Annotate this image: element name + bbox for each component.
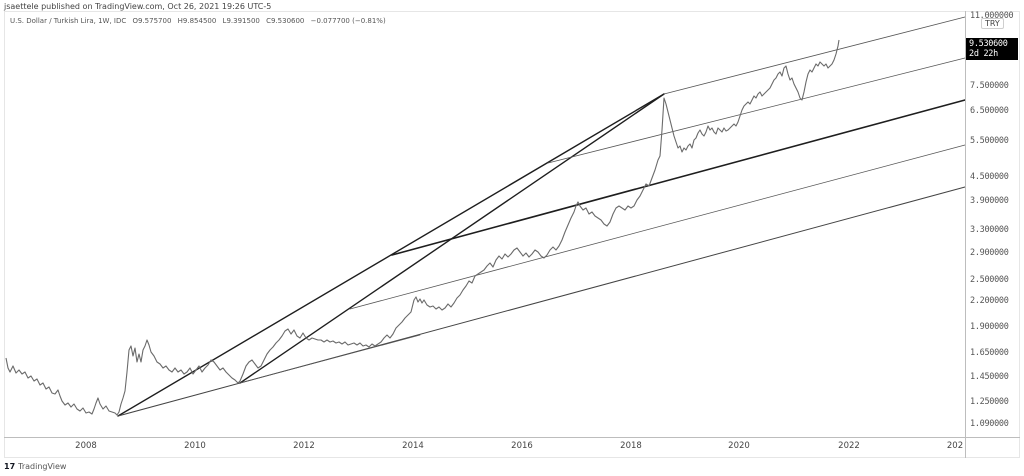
tradingview-logo[interactable]: 17 TradingView <box>4 462 66 471</box>
chart-frame <box>4 11 1020 458</box>
publish-info: jsaettele published on TradingView.com, … <box>4 2 272 11</box>
price-label: 5.500000 <box>970 136 1009 146</box>
price-label: 4.500000 <box>970 172 1009 182</box>
price-label: 1.090000 <box>970 419 1009 429</box>
tradingview-logo-text: TradingView <box>18 462 67 471</box>
lower-mid-parallel-line[interactable] <box>239 334 421 384</box>
year-label: 2018 <box>620 441 642 451</box>
symbol-name[interactable]: U.S. Dollar / Turkish Lira, 1W, IDC <box>10 17 127 25</box>
price-label: 11.000000 <box>970 11 1014 21</box>
year-label: 2010 <box>184 441 206 451</box>
high-value: H9.854500 <box>177 17 217 25</box>
change-value: −0.077700 (−0.81%) <box>310 17 386 25</box>
price-label: 1.250000 <box>970 397 1009 407</box>
price-label: 1.900000 <box>970 322 1009 332</box>
year-label: 2016 <box>511 441 533 451</box>
price-label: 1.650000 <box>970 348 1009 358</box>
year-label: 202 <box>946 441 964 451</box>
currency-badge[interactable]: TRY <box>981 18 1004 29</box>
year-label: 2014 <box>402 441 424 451</box>
symbol-legend: U.S. Dollar / Turkish Lira, 1W, IDC O9.5… <box>10 17 390 25</box>
close-value: C9.530600 <box>266 17 305 25</box>
drawing-lines[interactable] <box>117 16 966 417</box>
mid-parallel-line[interactable] <box>547 57 966 164</box>
year-label: 2008 <box>75 441 97 451</box>
price-label: 3.900000 <box>970 196 1009 206</box>
upper-parallel-line[interactable] <box>663 16 966 95</box>
tradingview-logo-icon: 17 <box>4 462 16 471</box>
year-label: 2020 <box>728 441 750 451</box>
bar-countdown: 2d 22h <box>969 49 998 59</box>
price-series <box>5 39 840 416</box>
last-price-label: 9.530600 2d 22h <box>966 38 1018 60</box>
pitchfork-median-line[interactable] <box>391 99 966 256</box>
price-label: 2.500000 <box>970 275 1009 285</box>
price-label: 3.300000 <box>970 225 1009 235</box>
price-label: 7.500000 <box>970 81 1009 91</box>
low-value: L9.391500 <box>222 17 260 25</box>
price-label: 2.900000 <box>970 248 1009 258</box>
upper-mid-parallel-line[interactable] <box>349 144 966 310</box>
price-label: 6.500000 <box>970 106 1009 116</box>
year-label: 2012 <box>293 441 315 451</box>
year-label: 2022 <box>838 441 860 451</box>
price-label: 2.200000 <box>970 296 1009 306</box>
open-value: O9.575700 <box>132 17 172 25</box>
last-price-value: 9.530600 <box>969 39 1008 49</box>
price-label: 1.450000 <box>970 372 1009 382</box>
